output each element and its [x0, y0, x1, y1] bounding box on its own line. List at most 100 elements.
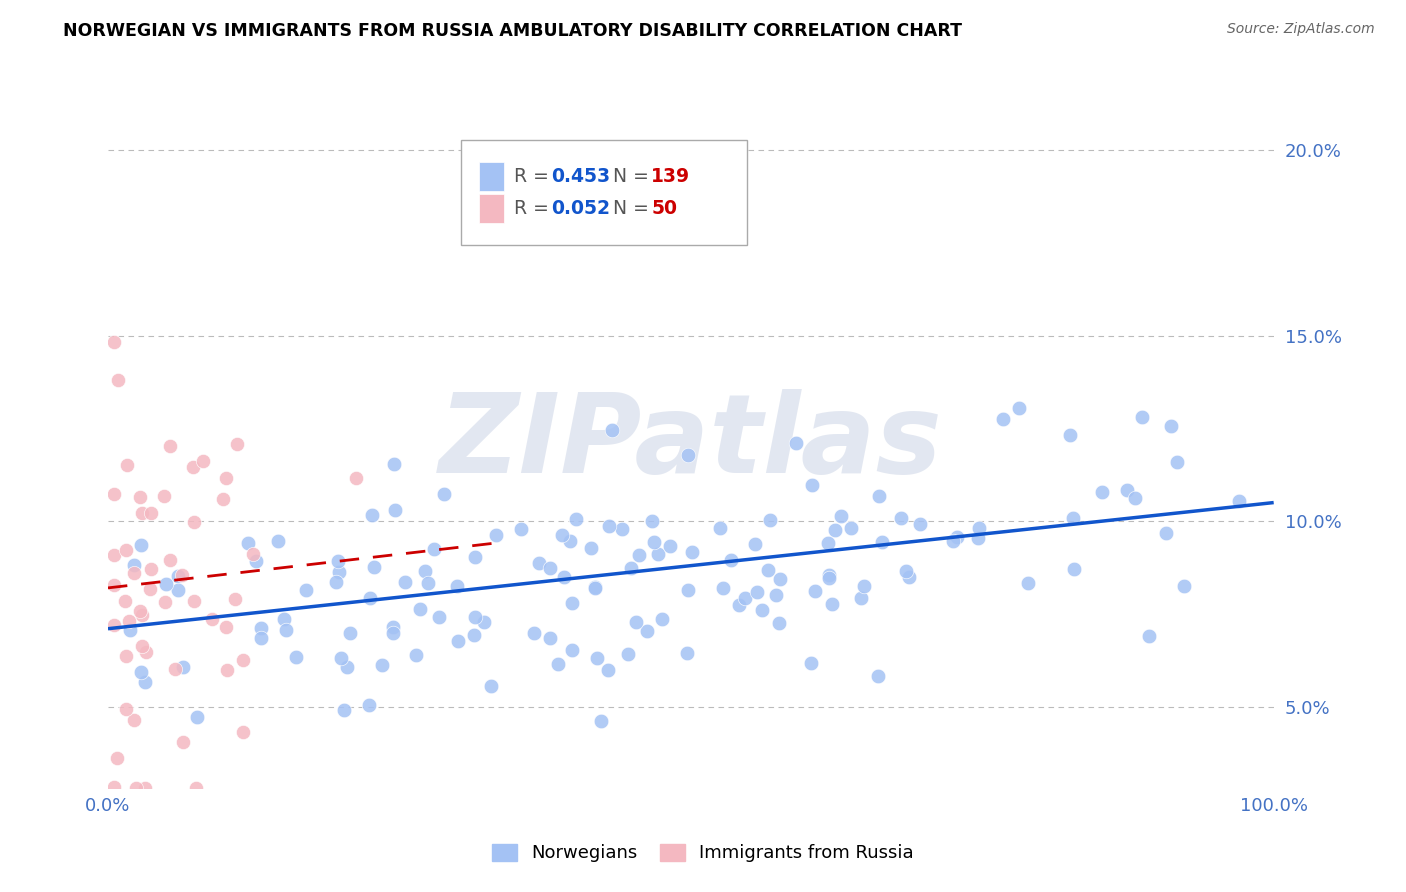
Point — [800, 656, 823, 670]
Point — [115, 649, 138, 664]
Point — [238, 535, 260, 549]
Point — [159, 439, 181, 453]
Point — [103, 486, 125, 500]
Point — [586, 651, 609, 665]
Text: 139: 139 — [651, 167, 690, 186]
Point — [115, 458, 138, 473]
Point — [583, 581, 606, 595]
Point — [890, 511, 912, 525]
Point — [610, 522, 633, 536]
Point — [849, 591, 872, 605]
Point — [641, 514, 664, 528]
Point — [172, 660, 194, 674]
Point — [1062, 511, 1084, 525]
Point — [155, 577, 177, 591]
Point — [339, 625, 361, 640]
Point — [769, 572, 792, 586]
Point — [134, 781, 156, 796]
Point — [676, 448, 699, 462]
Point — [325, 574, 347, 589]
Point — [804, 583, 827, 598]
Point — [709, 521, 731, 535]
Point — [969, 521, 991, 535]
Point — [1008, 401, 1031, 415]
Point — [273, 612, 295, 626]
Text: 50: 50 — [651, 200, 678, 219]
Point — [636, 624, 658, 639]
Point — [619, 561, 641, 575]
Point — [124, 781, 146, 796]
Point — [446, 579, 468, 593]
Point — [509, 523, 531, 537]
Point — [103, 335, 125, 350]
Point — [427, 610, 450, 624]
Point — [479, 679, 502, 693]
Point — [295, 583, 318, 598]
Point — [659, 539, 682, 553]
Point — [627, 549, 650, 563]
Point — [129, 665, 152, 679]
Point — [183, 515, 205, 529]
Point — [215, 663, 238, 677]
Point — [336, 659, 359, 673]
Point — [538, 632, 561, 646]
Point — [103, 617, 125, 632]
Point — [413, 564, 436, 578]
Point — [751, 602, 773, 616]
Point — [409, 602, 432, 616]
Text: NORWEGIAN VS IMMIGRANTS FROM RUSSIA AMBULATORY DISABILITY CORRELATION CHART: NORWEGIAN VS IMMIGRANTS FROM RUSSIA AMBU… — [63, 22, 962, 40]
Point — [107, 373, 129, 387]
Point — [245, 554, 267, 568]
Point — [1059, 428, 1081, 442]
Point — [800, 478, 823, 492]
Point — [124, 558, 146, 572]
Point — [785, 436, 807, 450]
Point — [589, 714, 612, 728]
Point — [910, 517, 932, 532]
Point — [866, 669, 889, 683]
Point — [153, 595, 176, 609]
Text: R =: R = — [513, 200, 554, 219]
Point — [129, 491, 152, 505]
Point — [184, 781, 207, 796]
Point — [134, 675, 156, 690]
Point — [357, 698, 380, 713]
Point — [416, 576, 439, 591]
Point — [720, 553, 742, 567]
Point — [765, 588, 787, 602]
Point — [328, 565, 350, 579]
Point — [186, 710, 208, 724]
Point — [523, 626, 546, 640]
Point — [359, 591, 381, 605]
Point — [103, 780, 125, 794]
Point — [711, 581, 734, 595]
Point — [676, 582, 699, 597]
Point — [344, 471, 367, 485]
Point — [333, 702, 356, 716]
Text: 0.453: 0.453 — [551, 167, 610, 186]
Point — [103, 548, 125, 562]
Point — [551, 528, 574, 542]
Point — [433, 486, 456, 500]
Point — [114, 543, 136, 558]
Point — [131, 639, 153, 653]
Point — [820, 597, 842, 611]
Text: ZIPatlas: ZIPatlas — [439, 389, 942, 496]
Point — [363, 559, 385, 574]
Point — [553, 569, 575, 583]
Point — [201, 612, 224, 626]
Text: N =: N = — [613, 200, 655, 219]
Point — [214, 471, 236, 485]
Point — [527, 556, 550, 570]
Point — [839, 521, 862, 535]
Point — [114, 594, 136, 608]
Point — [131, 538, 153, 552]
Point — [728, 598, 751, 612]
Text: N =: N = — [613, 167, 655, 186]
Point — [756, 563, 779, 577]
Point — [139, 562, 162, 576]
Text: R =: R = — [513, 167, 554, 186]
Point — [759, 513, 782, 527]
Point — [1130, 410, 1153, 425]
Point — [232, 724, 254, 739]
